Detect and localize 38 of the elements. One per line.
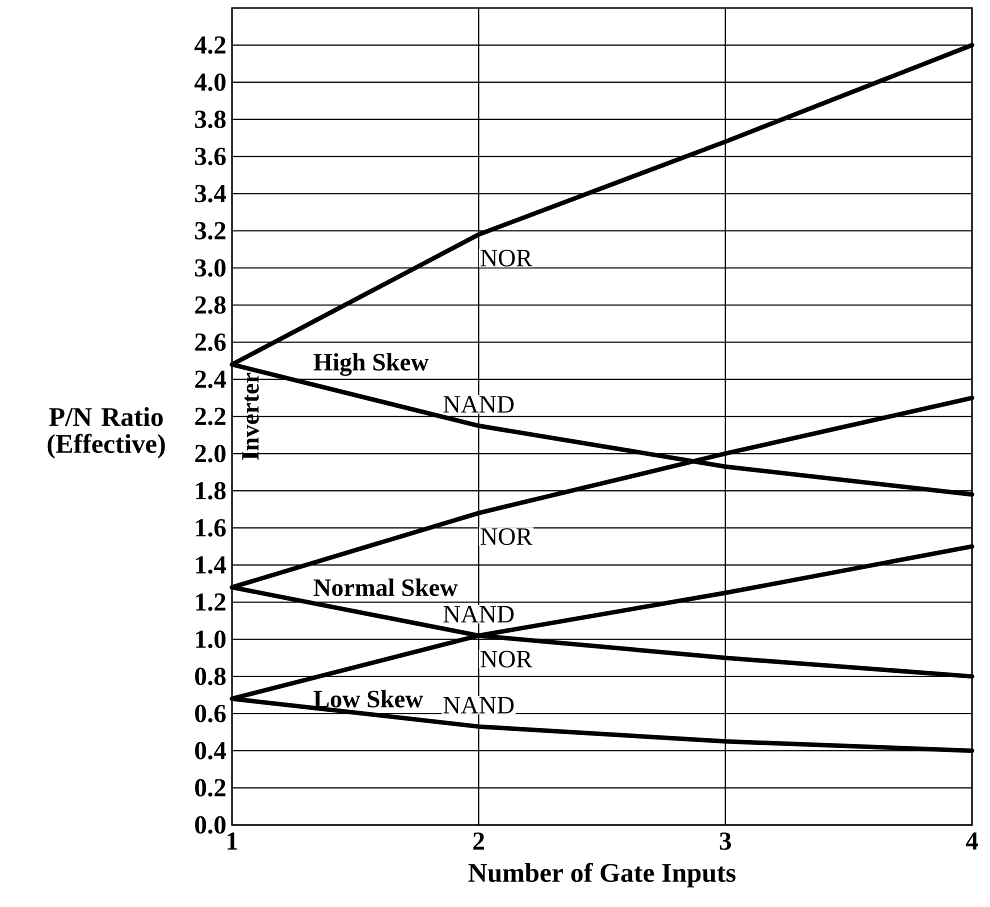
y-tick-label: 4.2: [194, 36, 226, 54]
y-tick-label: 0.4: [195, 742, 226, 760]
y-tick-label: 1.6: [196, 519, 226, 537]
y-tick-label: 1.0: [196, 630, 226, 648]
annotation: Inverter: [242, 372, 259, 460]
y-tick-label: 3.4: [195, 184, 226, 202]
x-tick-label: 1: [228, 832, 238, 850]
y-tick-label: 2.0: [195, 444, 226, 462]
y-tick-label: 0.6: [195, 704, 226, 722]
y-tick-label: 2.6: [195, 333, 226, 351]
y-tick-label: 3.8: [195, 110, 226, 128]
x-axis-title: Number of Gate Inputs: [468, 862, 736, 888]
y-tick-label: 4.0: [194, 73, 226, 92]
y-tick-label: 1.8: [196, 482, 226, 500]
series-label: NAND: [443, 396, 514, 413]
series-label: NAND: [443, 696, 514, 714]
series-label: NAND: [443, 606, 514, 622]
y-tick-label: 0.0: [195, 816, 226, 834]
annotation: Low Skew: [314, 690, 424, 708]
y-tick-label: 0.8: [195, 668, 226, 686]
y-tick-label: 3.2: [195, 222, 226, 240]
y-tick-label: 2.4: [195, 370, 226, 388]
y-tick-label: 1.2: [196, 593, 226, 611]
x-tick-label: 4: [966, 832, 978, 850]
x-tick-label: 3: [720, 832, 731, 850]
annotation: Normal Skew: [314, 578, 458, 596]
y-tick-label: 0.2: [195, 779, 226, 797]
series-label: NOR: [480, 250, 532, 266]
y-axis-title: P/N Ratio (Effective): [48, 407, 165, 458]
y-tick-label: 2.8: [195, 296, 226, 314]
x-tick-label: 2: [473, 832, 484, 850]
y-tick-label: 3.6: [195, 148, 226, 166]
series-label: NOR: [480, 528, 532, 545]
y-tick-label: 1.4: [196, 556, 226, 574]
y-tick-label: 2.2: [195, 408, 226, 426]
series-label: NOR: [480, 650, 532, 668]
y-tick-label: 3.0: [195, 259, 226, 277]
annotation: High Skew: [314, 353, 429, 376]
